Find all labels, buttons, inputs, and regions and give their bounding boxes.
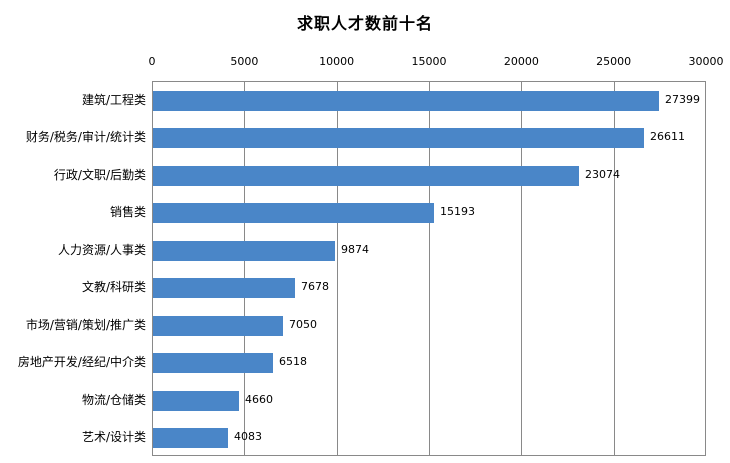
- category-label: 市场/营销/策划/推广类: [25, 317, 146, 332]
- data-bar: [153, 90, 659, 111]
- category-label: 人力资源/人事类: [57, 242, 146, 257]
- x-axis-tick-label: 30000: [688, 55, 724, 68]
- category-label: 建筑/工程类: [81, 92, 146, 107]
- x-axis-tick-label: 10000: [319, 55, 355, 68]
- category-label: 艺术/设计类: [81, 430, 146, 445]
- category-label: 财务/税务/审计/统计类: [25, 130, 146, 145]
- data-bar: [153, 353, 273, 374]
- data-bar: [153, 240, 335, 261]
- value-label: 7050: [289, 317, 317, 331]
- value-label: 4083: [234, 430, 262, 444]
- vertical-gridline: [336, 82, 338, 455]
- data-bar: [153, 390, 239, 411]
- x-axis-tick-label: 5000: [230, 55, 259, 68]
- vertical-gridline: [521, 82, 523, 455]
- x-axis-tick-label: 15000: [411, 55, 447, 68]
- chart-title: 求职人才数前十名: [296, 14, 433, 33]
- category-label: 销售类: [109, 205, 146, 220]
- category-label: 物流/仓储类: [81, 392, 146, 407]
- vertical-gridline: [613, 82, 615, 455]
- value-label: 4660: [245, 392, 273, 406]
- plot-area: [152, 81, 706, 456]
- value-label: 23074: [585, 167, 620, 181]
- value-label: 15193: [440, 205, 475, 219]
- value-label: 26611: [650, 130, 685, 144]
- x-axis-tick-label: 0: [148, 55, 156, 68]
- x-axis-tick-label: 20000: [503, 55, 539, 68]
- data-bar: [153, 278, 295, 299]
- category-label: 行政/文职/后勤类: [53, 167, 146, 182]
- vertical-gridline: [429, 82, 430, 455]
- value-label: 7678: [301, 280, 329, 294]
- vertical-gridline: [244, 82, 246, 455]
- category-label: 文教/科研类: [81, 280, 146, 295]
- data-bar: [153, 203, 434, 224]
- data-bar: [153, 165, 579, 186]
- value-label: 6518: [279, 355, 307, 369]
- value-label: 9874: [341, 242, 369, 256]
- value-label: 27399: [665, 92, 700, 106]
- data-bar: [153, 128, 644, 149]
- x-axis-tick-label: 25000: [596, 55, 632, 68]
- category-label: 房地产开发/经纪/中介类: [17, 355, 146, 370]
- data-bar: [153, 428, 228, 449]
- data-bar: [153, 315, 283, 336]
